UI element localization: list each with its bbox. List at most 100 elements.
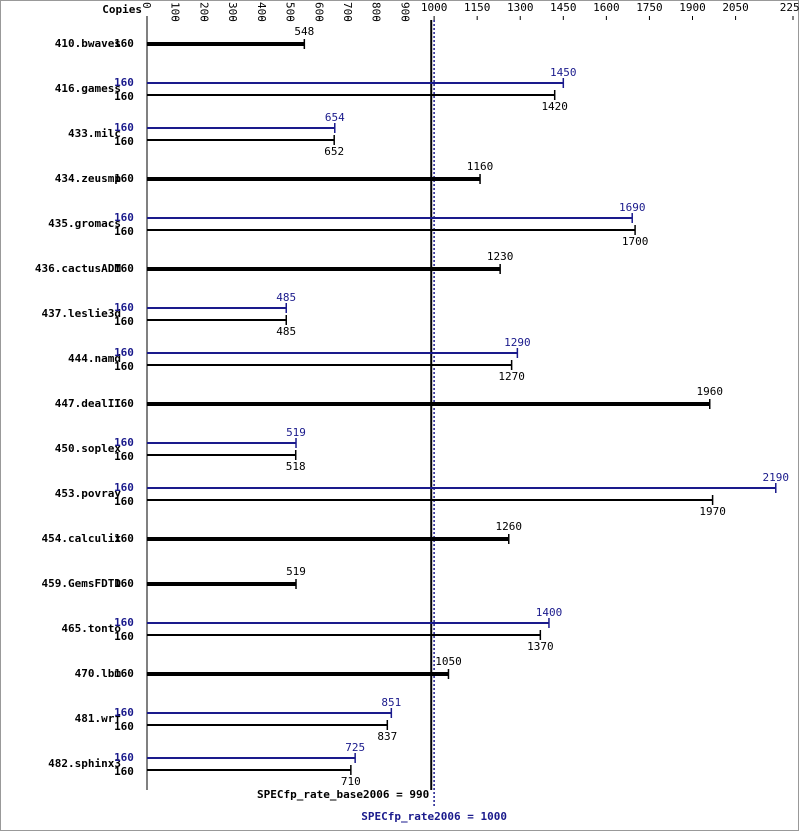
bar [147, 139, 335, 141]
copies: 160 [114, 121, 134, 134]
value-label: 548 [294, 25, 314, 38]
bar [147, 352, 518, 354]
value-label: 519 [286, 426, 306, 439]
x-tick-label: 1750 [636, 1, 663, 14]
x-tick-label: 2050 [722, 1, 749, 14]
bar [147, 724, 388, 726]
value-label: 1970 [699, 505, 726, 518]
x-tick-label: 1150 [464, 1, 491, 14]
copies: 160 [114, 172, 134, 185]
value-label: 654 [325, 111, 345, 124]
category-label: 434.zeusmp [55, 172, 122, 185]
category-label: 470.lbm [75, 667, 122, 680]
copies: 160 [114, 481, 134, 494]
value-label: 1260 [496, 520, 523, 533]
category-label: 436.cactusADM [35, 262, 121, 275]
bar [147, 634, 541, 636]
x-tick-label: 1600 [593, 1, 620, 14]
copies: 160 [114, 667, 134, 680]
bar [147, 177, 481, 181]
category-label: 444.namd [68, 352, 121, 365]
value-label: 652 [324, 145, 344, 158]
bar [147, 94, 555, 96]
copies: 160 [114, 76, 134, 89]
x-tick-label: 600 [312, 2, 325, 22]
x-tick-label: 300 [226, 2, 239, 22]
category-label: 435.gromacs [48, 217, 121, 230]
category-label: 437.leslie3d [42, 307, 121, 320]
value-label: 519 [286, 565, 306, 578]
copies: 160 [114, 436, 134, 449]
bar [147, 712, 392, 714]
x-tick-label: 500 [284, 2, 297, 22]
category-label: 450.soplex [55, 442, 122, 455]
value-label: 1160 [467, 160, 494, 173]
value-label: 1400 [536, 606, 563, 619]
x-tick-label: 1300 [507, 1, 534, 14]
copies: 160 [114, 360, 134, 373]
x-tick-label: 100 [169, 2, 182, 22]
copies: 160 [114, 532, 134, 545]
bar [147, 229, 636, 231]
value-label: 1450 [550, 66, 577, 79]
copies: 160 [114, 225, 134, 238]
copies: 160 [114, 616, 134, 629]
copies: 160 [114, 577, 134, 590]
x-tick-label: 900 [398, 2, 411, 22]
bar [147, 622, 549, 624]
bar [147, 307, 287, 309]
category-label: 433.milc [68, 127, 121, 140]
bar [147, 454, 296, 456]
category-label: 447.dealII [55, 397, 121, 410]
x-tick-label: 700 [341, 2, 354, 22]
copies: 160 [114, 211, 134, 224]
value-label: 1290 [504, 336, 531, 349]
value-label: 485 [276, 325, 296, 338]
copies-header: Copies [102, 3, 142, 16]
copies: 160 [114, 90, 134, 103]
bar [147, 769, 351, 771]
value-label: 1370 [527, 640, 554, 653]
bar [147, 582, 297, 586]
copies: 160 [114, 495, 134, 508]
x-tick-label: 200 [197, 2, 210, 22]
copies: 160 [114, 720, 134, 733]
copies: 160 [114, 751, 134, 764]
category-label: 465.tonto [61, 622, 121, 635]
category-label: 459.GemsFDTD [42, 577, 122, 590]
reference-label: SPECfp_rate2006 = 1000 [361, 810, 507, 823]
category-label: 453.povray [55, 487, 122, 500]
value-label: 1960 [696, 385, 723, 398]
value-label: 485 [276, 291, 296, 304]
bar [147, 82, 564, 84]
value-label: 1230 [487, 250, 514, 263]
copies: 160 [114, 315, 134, 328]
x-tick-label: 0 [140, 2, 153, 9]
bar [147, 267, 501, 271]
category-label: 410.bwaves [55, 37, 121, 50]
bar [147, 319, 287, 321]
category-label: 481.wrf [75, 712, 121, 725]
x-tick-label: 1000 [421, 1, 448, 14]
bar [147, 537, 509, 541]
x-tick-label: 400 [255, 2, 268, 22]
value-label: 837 [377, 730, 397, 743]
bar [147, 757, 356, 759]
category-label: 416.gamess [55, 82, 121, 95]
bar [147, 499, 713, 501]
copies: 160 [114, 706, 134, 719]
x-tick-label: 800 [370, 2, 383, 22]
reference-label: SPECfp_rate_base2006 = 990 [257, 788, 429, 801]
value-label: 1050 [435, 655, 462, 668]
copies: 160 [114, 346, 134, 359]
copies: 160 [114, 262, 134, 275]
copies: 160 [114, 37, 134, 50]
bar [147, 217, 633, 219]
value-label: 851 [381, 696, 401, 709]
x-tick-label: 1900 [679, 1, 706, 14]
value-label: 1270 [498, 370, 525, 383]
bar [147, 42, 305, 46]
x-tick-label: 1450 [550, 1, 577, 14]
